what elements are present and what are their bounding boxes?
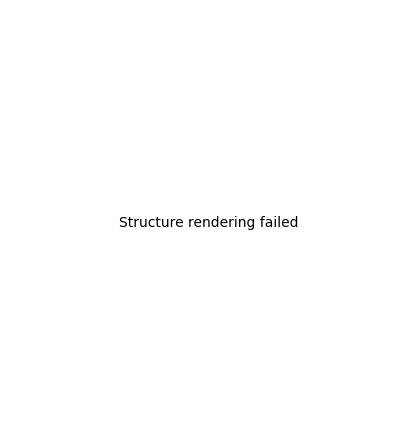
Text: Structure rendering failed: Structure rendering failed (119, 216, 298, 230)
